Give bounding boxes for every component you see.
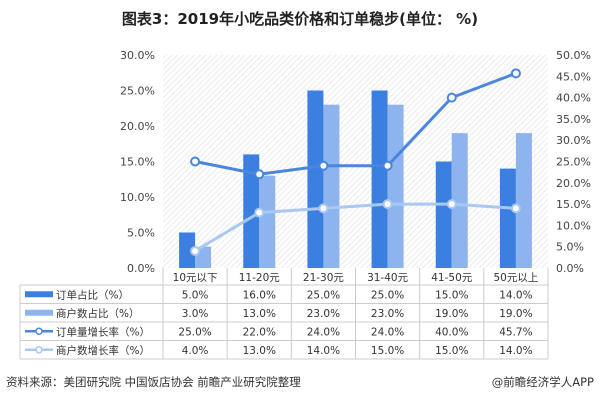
category-label: 41-50元 [431, 272, 473, 284]
legend-label: 订单量增长率（%） [56, 325, 150, 338]
table-cell: 22.0% [243, 326, 276, 338]
table-cell: 19.0% [499, 308, 532, 320]
table-cell: 23.0% [371, 308, 404, 320]
right-tick-label: 30.0% [556, 134, 591, 147]
data-point [318, 160, 329, 171]
table-cell: 23.0% [307, 308, 340, 320]
data-point [382, 199, 393, 210]
bar [371, 90, 388, 268]
table-cell: 15.0% [435, 345, 468, 357]
table-cell: 4.0% [182, 345, 209, 357]
right-tick-label: 25.0% [556, 156, 591, 169]
legend-key [25, 291, 53, 298]
category-label: 11-20元 [239, 272, 281, 284]
right-tick-label: 15.0% [556, 198, 591, 211]
left-tick-label: 10.0% [120, 191, 155, 204]
bar [243, 154, 260, 268]
legend-label: 订单占比（%） [56, 288, 129, 301]
table-cell: 25.0% [371, 289, 404, 301]
table-cell: 14.0% [307, 345, 340, 357]
data-point [510, 203, 521, 214]
table-cell: 13.0% [243, 345, 276, 357]
table-cell: 15.0% [371, 345, 404, 357]
right-tick-label: 5.0% [556, 241, 584, 254]
right-tick-label: 0.0% [556, 262, 584, 275]
category-label: 50元以上 [493, 272, 538, 284]
table-cell: 14.0% [499, 345, 532, 357]
legend-label: 商户数占比（%） [56, 307, 139, 320]
right-tick-label: 40.0% [556, 92, 591, 105]
table-cell: 25.0% [178, 326, 211, 338]
source-note: 资料来源：美团研究院 中国饭店协会 前瞻产业研究院整理 [6, 375, 301, 389]
data-point [190, 245, 201, 256]
data-point [254, 207, 265, 218]
table-cell: 3.0% [182, 308, 209, 320]
bar [323, 104, 340, 268]
bar [307, 90, 324, 268]
legend-label: 商户数增长率（%） [56, 344, 150, 357]
category-label: 10元以下 [173, 272, 218, 284]
legend-key [25, 309, 53, 316]
data-point [446, 199, 457, 210]
bar [451, 133, 468, 268]
table-cell: 25.0% [307, 289, 340, 301]
left-tick-label: 15.0% [120, 156, 155, 169]
legend-marker [35, 346, 43, 354]
right-tick-label: 45.0% [556, 70, 591, 83]
data-point [254, 169, 265, 180]
chart-title: 图表3：2019年小吃品类价格和订单稳步(单位： %) [121, 10, 479, 28]
left-tick-label: 5.0% [127, 227, 155, 240]
left-tick-label: 0.0% [127, 262, 155, 275]
table-cell: 5.0% [182, 289, 209, 301]
table-cell: 40.0% [435, 326, 468, 338]
data-point [190, 156, 201, 167]
category-label: 21-30元 [303, 272, 345, 284]
table-cell: 24.0% [307, 326, 340, 338]
bar [387, 104, 404, 268]
bar [435, 161, 452, 268]
table-cell: 15.0% [435, 289, 468, 301]
data-point [510, 68, 521, 79]
left-tick-label: 25.0% [120, 85, 155, 98]
series-line [194, 71, 517, 176]
right-tick-label: 20.0% [556, 177, 591, 190]
bar [259, 175, 276, 268]
data-point [318, 203, 329, 214]
left-tick-label: 30.0% [120, 49, 155, 62]
table-cell: 14.0% [499, 289, 532, 301]
bar [179, 232, 196, 268]
legend-marker [35, 327, 43, 335]
right-tick-label: 10.0% [556, 219, 591, 232]
left-tick-label: 20.0% [120, 120, 155, 133]
table-cell: 24.0% [371, 326, 404, 338]
series-line [194, 202, 517, 253]
data-point [446, 92, 457, 103]
table-cell: 13.0% [243, 308, 276, 320]
brand-credit: @前瞻经济学人APP [491, 375, 594, 389]
data-point [382, 160, 393, 171]
table-cell: 16.0% [243, 289, 276, 301]
bar [515, 133, 532, 268]
right-tick-label: 50.0% [556, 49, 591, 62]
right-tick-label: 35.0% [556, 113, 591, 126]
table-cell: 45.7% [499, 326, 532, 338]
category-label: 31-40元 [367, 272, 409, 284]
table-cell: 19.0% [435, 308, 468, 320]
bar [499, 168, 516, 268]
